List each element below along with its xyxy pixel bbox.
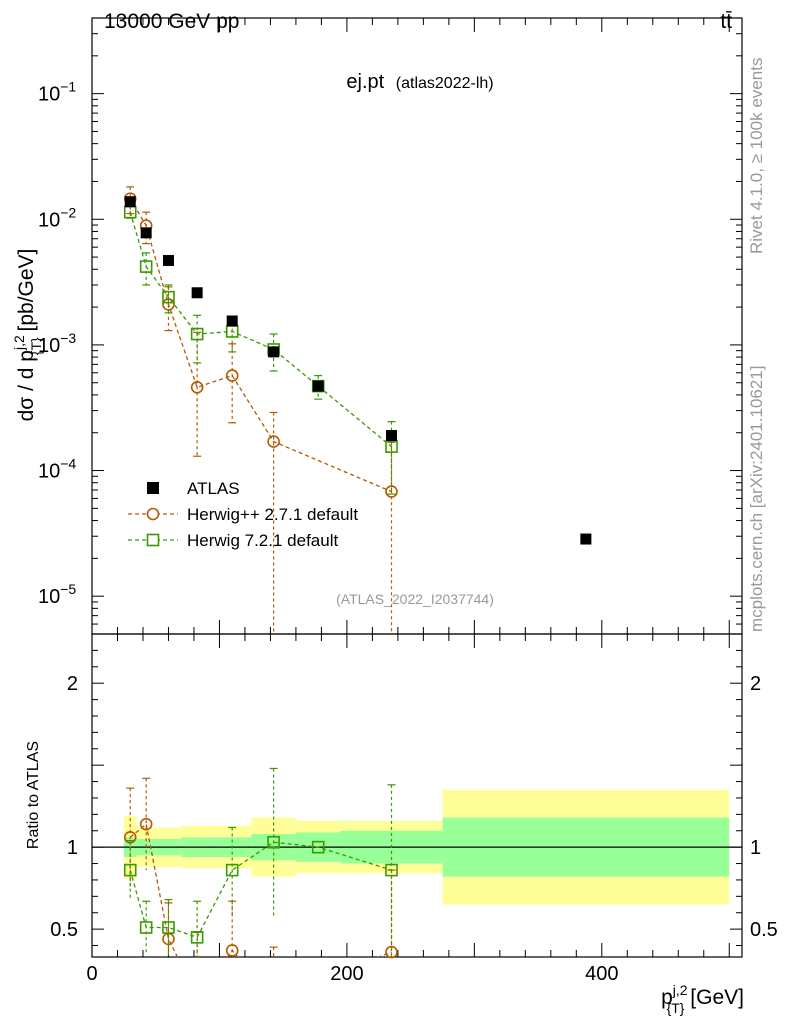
ratio-point <box>225 944 239 957</box>
rivet-version-label: Rivet 4.1.0, ≥ 100k events <box>747 58 766 254</box>
axes <box>91 17 743 958</box>
y-tick-label: 10−2 <box>38 204 76 231</box>
ratio-point <box>139 921 153 934</box>
x-tick-label: 400 <box>585 963 618 985</box>
y-tick-label: 10−3 <box>38 330 76 357</box>
ratio-point <box>139 817 153 831</box>
x-tick-label: 0 <box>86 963 97 985</box>
legend-marker <box>147 482 159 494</box>
mcplots-label: mcplots.cern.ch [arXiv:2401.10621] <box>747 366 766 632</box>
data-point <box>385 440 398 453</box>
ratio-tick-label: 1 <box>750 837 761 859</box>
ratio-point <box>162 921 175 934</box>
plot-title: ej.pt (atlas2022-lh) <box>346 71 493 93</box>
legend-label: Herwig++ 2.7.1 default <box>187 505 358 524</box>
data-point <box>162 290 175 304</box>
data-point <box>140 227 152 239</box>
y-tick-label: 10−5 <box>38 581 76 608</box>
x-axis-title: pj,2 {T} [GeV] <box>661 982 744 1016</box>
ratio-point <box>385 945 398 959</box>
ratio-tick-label: 2 <box>750 673 761 695</box>
ratio-point <box>225 863 239 877</box>
ratio-point <box>311 840 325 854</box>
legend-label: ATLAS <box>187 479 240 498</box>
legend-marker <box>146 507 160 521</box>
legend: ATLAS Herwig++ 2.7.1 default Herwig 7.2.1 … <box>128 479 358 550</box>
data-point <box>312 380 324 392</box>
legend-marker <box>146 533 160 547</box>
data-point <box>190 380 204 394</box>
ratio-point <box>190 931 204 944</box>
x-tick-label: 200 <box>330 963 363 985</box>
series-line <box>129 211 392 448</box>
plot-title-main: ej.pt <box>346 71 384 93</box>
analysis-id: (ATLAS_2022_I2037744) <box>336 591 494 607</box>
data-point <box>190 327 204 341</box>
y-tick-label: 10−4 <box>38 456 76 483</box>
y-tick-label: 10−1 <box>38 79 76 106</box>
ratio-point <box>385 863 398 877</box>
data-point <box>385 485 398 498</box>
ratio-tick-label: 2 <box>67 673 78 695</box>
beam-label: 13000 GeV pp <box>104 10 239 33</box>
data-point <box>225 369 239 382</box>
series-marks <box>123 186 592 959</box>
data-point <box>124 196 136 208</box>
data-point <box>139 260 153 273</box>
ratio-point <box>123 863 137 877</box>
process-label: tt̄ <box>720 10 732 33</box>
ratio-bands <box>92 789 742 905</box>
data-point <box>162 254 174 266</box>
series-line <box>129 198 392 493</box>
data-point <box>267 435 280 448</box>
ratio-point <box>267 835 280 849</box>
ratio-axis-title: Ratio to ATLAS <box>25 741 42 849</box>
data-point <box>580 533 592 545</box>
ratio-series-line <box>129 841 392 939</box>
plot-title-suffix: (atlas2022-lh) <box>396 75 494 92</box>
data-point <box>386 430 398 442</box>
data-point <box>226 315 238 327</box>
data-point <box>191 287 203 299</box>
ratio-tick-label: 0.5 <box>750 919 778 941</box>
ratio-tick-label: 0.5 <box>50 919 78 941</box>
data-point <box>268 346 280 358</box>
ratio-tick-label: 1 <box>67 837 78 859</box>
ratio-frame <box>91 633 743 958</box>
legend-label: Herwig 7.2.1 default <box>187 531 338 550</box>
